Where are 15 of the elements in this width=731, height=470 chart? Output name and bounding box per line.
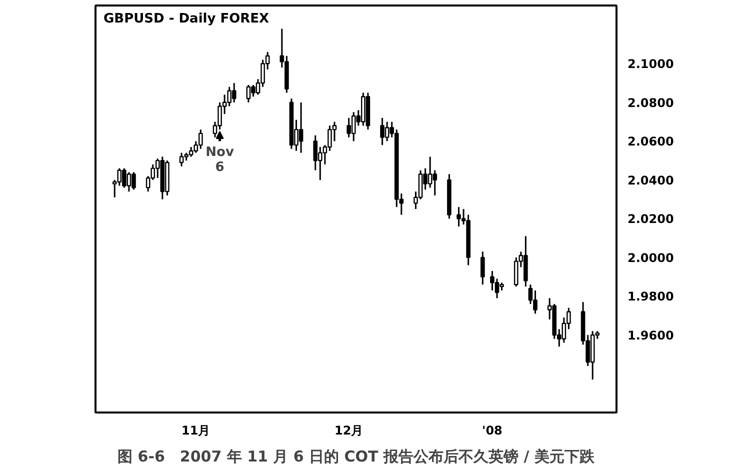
- x-tick-label: 11月: [182, 424, 210, 438]
- y-tick-label: 2.0800: [628, 96, 674, 110]
- x-tick-label: '08: [482, 424, 502, 438]
- caption: 图 6-6 2007 年 11 月 6 日的 COT 报告公布后不久英镑 / 美元下跌: [118, 448, 596, 466]
- text: GBPUSD - Daily FOREX: [104, 12, 270, 26]
- y-tick-label: 1.9800: [628, 290, 674, 304]
- y-tick-label: 2.1000: [628, 57, 674, 72]
- y-tick-label: 2.0600: [628, 134, 674, 149]
- y-tick-label: 1.9600: [628, 328, 674, 342]
- y-tick-label: 2.0400: [628, 173, 674, 188]
- candlestick: [480, 250, 485, 286]
- x-tick-label: 12月: [334, 424, 364, 438]
- y-tick-label: 2.0000: [628, 250, 674, 265]
- y-tick-label: 2.0200: [628, 212, 674, 226]
- annotation: Nov 6: [206, 145, 234, 176]
